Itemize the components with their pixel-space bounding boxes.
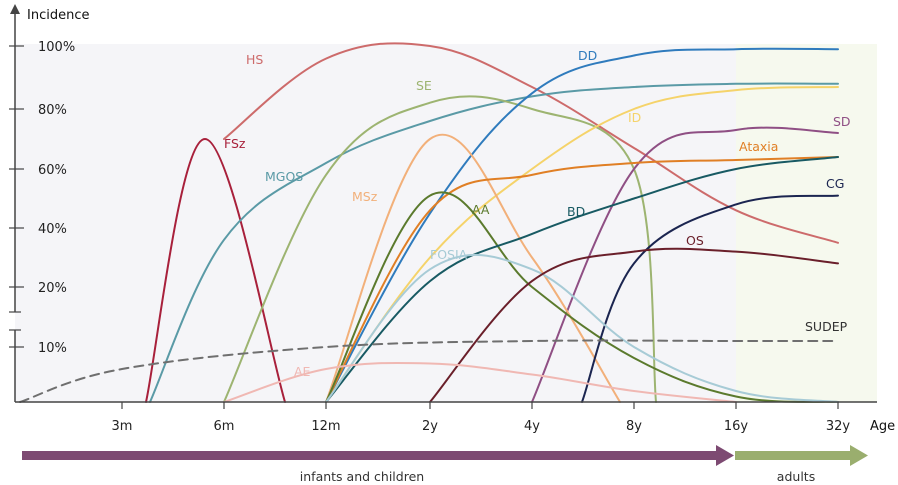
series-line-hs xyxy=(223,42,839,244)
series-line-sd xyxy=(531,126,839,403)
x-axis-title: Age xyxy=(870,419,895,434)
series-label-fosia: FOSIA xyxy=(430,247,468,262)
x-tick-label: 32y xyxy=(826,419,851,434)
series-label-msz: MSz xyxy=(352,189,378,204)
series-label-fsz: FSz xyxy=(224,136,246,151)
series-label-ae: AE xyxy=(294,364,311,379)
series-line-id xyxy=(325,86,839,403)
x-tick-label: 8y xyxy=(626,419,642,434)
series-labels: HS FSz MGOS SE DD ID SD MSz Ataxia AA BD CG FOSIA OS A… xyxy=(224,48,851,379)
y-tick-label: 40% xyxy=(38,222,67,237)
x-tick-label: 2y xyxy=(422,419,438,434)
series-line-bd xyxy=(325,156,839,403)
plot-background xyxy=(15,44,877,402)
series-line-fsz xyxy=(145,138,286,403)
y-axis-title: Incidence xyxy=(27,8,89,23)
x-tick-label: 4y xyxy=(524,419,540,434)
series-line-ataxia xyxy=(325,156,839,403)
age-group-label-adults: adults xyxy=(777,469,815,484)
age-group-label-children: infants and children xyxy=(300,469,424,484)
series-label-bd: BD xyxy=(567,204,585,219)
series-line-sudep xyxy=(19,339,839,403)
age-group-bar: infants and children adults xyxy=(22,445,868,484)
series-label-id: ID xyxy=(628,110,641,125)
age-bar-adults-arrowhead xyxy=(850,445,868,466)
series-line-mgos xyxy=(149,82,839,403)
y-tick-label: 100% xyxy=(38,40,75,55)
series-label-os: OS xyxy=(686,233,704,248)
children-band xyxy=(15,44,736,402)
y-tick-label: 60% xyxy=(38,163,67,178)
series-line-dd xyxy=(325,47,839,403)
series-lines xyxy=(19,42,839,403)
axes: Incidence Age 10% 20% 40% 60% 80% 100% 3m 6m 12m 2y… xyxy=(9,4,895,434)
age-bar-adults xyxy=(735,451,850,460)
series-line-se xyxy=(223,95,657,403)
series-label-sd: SD xyxy=(833,114,851,129)
y-tick-label: 10% xyxy=(38,341,67,356)
series-label-hs: HS xyxy=(246,52,263,67)
y-axis-arrow xyxy=(10,4,20,14)
series-line-aa xyxy=(325,191,839,403)
series-line-msz xyxy=(325,133,621,403)
age-bar-children-arrowhead xyxy=(716,445,734,466)
age-bar-children xyxy=(22,451,716,460)
series-label-se: SE xyxy=(416,78,432,93)
series-label-sudep: SUDEP xyxy=(805,319,848,334)
series-label-dd: DD xyxy=(578,48,597,63)
series-line-ae xyxy=(223,361,737,403)
x-tick-label: 6m xyxy=(214,419,235,434)
x-tick-label: 16y xyxy=(724,419,749,434)
x-tick-label: 12m xyxy=(311,419,340,434)
y-tick-label: 20% xyxy=(38,281,67,296)
y-tick-label: 80% xyxy=(38,103,67,118)
series-label-aa: AA xyxy=(472,202,490,217)
adults-band xyxy=(736,44,877,402)
series-label-cg: CG xyxy=(826,176,844,191)
series-line-fosia xyxy=(325,253,839,403)
x-tick-label: 3m xyxy=(112,419,133,434)
series-label-mgos: MGOS xyxy=(265,169,303,184)
series-line-os xyxy=(429,247,839,403)
series-label-ataxia: Ataxia xyxy=(739,139,778,154)
series-line-cg xyxy=(581,194,839,403)
